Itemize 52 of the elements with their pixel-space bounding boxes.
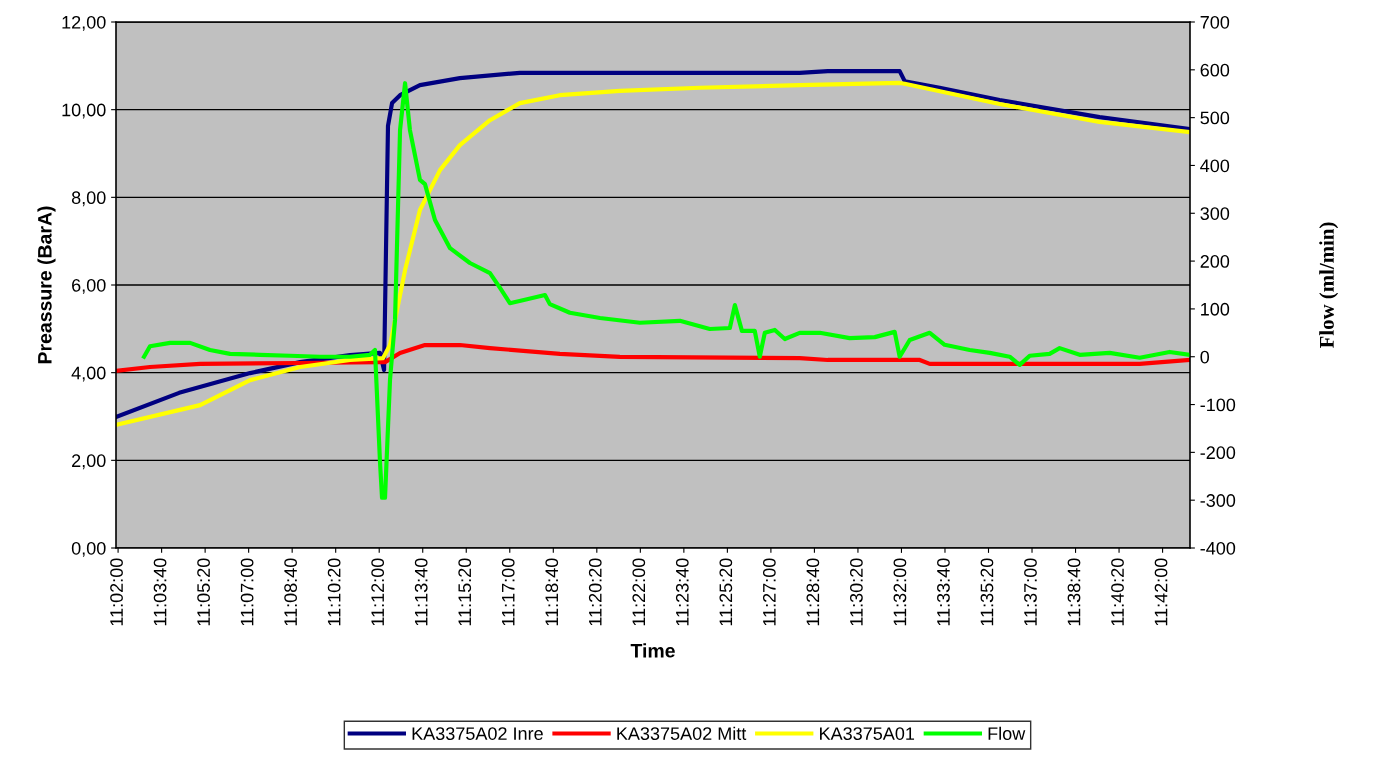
x-tick-label: 11:15:20 bbox=[458, 558, 472, 626]
y2-tick-label: 200 bbox=[1200, 255, 1230, 268]
y2-tick-label: -400 bbox=[1200, 541, 1236, 555]
y2-tick-label: 500 bbox=[1200, 111, 1230, 125]
x-tick-label: 11:30:20 bbox=[850, 558, 863, 626]
x-tick-label: 11:38:40 bbox=[1067, 558, 1081, 626]
x-tick-label: 11:27:00 bbox=[762, 558, 776, 626]
legend-label: KA3375A01 bbox=[820, 727, 915, 740]
y-tick-label: 10,00 bbox=[62, 103, 106, 119]
y2-tick-label: -100 bbox=[1200, 398, 1236, 412]
x-tick-label: 11:40:20 bbox=[1111, 558, 1124, 626]
x-tick-label: 11:13:40 bbox=[414, 558, 428, 626]
legend-label: Flow bbox=[988, 726, 1026, 740]
x-tick-label: 11:37:00 bbox=[1024, 558, 1037, 626]
x-tick-label: 11:22:00 bbox=[632, 558, 646, 626]
x-tick-label: 11:12:00 bbox=[371, 558, 385, 626]
x-tick-label: 11:33:40 bbox=[937, 558, 950, 626]
legend-label: KA3375A02 Inre bbox=[412, 727, 543, 740]
line-series bbox=[141, 81, 1190, 500]
y-tick-label: 12,00 bbox=[62, 15, 106, 31]
y2-tick-label: 600 bbox=[1200, 63, 1230, 77]
y2-tick-label: 0 bbox=[1200, 350, 1210, 364]
x-tick-label: 11:17:00 bbox=[501, 558, 515, 626]
x-tick-label: 11:42:00 bbox=[1154, 558, 1168, 626]
y2-tick-label: 700 bbox=[1200, 15, 1230, 29]
y2-tick-label: -300 bbox=[1200, 494, 1236, 507]
x-tick-label: 11:35:20 bbox=[980, 558, 994, 626]
x-tick-label: 11:32:00 bbox=[893, 558, 907, 626]
x-tick-label: 11:18:40 bbox=[545, 558, 559, 626]
y-tick-label: 8,00 bbox=[71, 191, 106, 207]
x-tick-label: 11:23:40 bbox=[675, 558, 689, 626]
y2-tick-label: 300 bbox=[1200, 207, 1230, 220]
x-tick-label: 11:08:40 bbox=[284, 558, 298, 626]
x-tick-label: 11:03:40 bbox=[153, 558, 167, 626]
y2-tick-label: 400 bbox=[1200, 159, 1230, 173]
y2-axis-title: Flow (ml/min) bbox=[1319, 222, 1339, 348]
x-tick-label: 11:02:00 bbox=[110, 558, 123, 626]
y-tick-label: 6,00 bbox=[72, 278, 106, 294]
x-tick-label: 11:25:20 bbox=[719, 558, 733, 626]
x-tick-label: 11:20:20 bbox=[588, 558, 602, 626]
x-tick-label: 11:10:20 bbox=[327, 558, 341, 626]
y-tick-label: 2,00 bbox=[72, 454, 106, 470]
y-tick-label: 4,00 bbox=[71, 366, 106, 382]
legend-label: KA3375A02 Mitt bbox=[617, 726, 747, 740]
y2-tick-label: 100 bbox=[1201, 302, 1230, 316]
x-tick-label: 11:28:40 bbox=[806, 558, 820, 626]
x-axis-title: Time bbox=[630, 643, 675, 658]
y-tick-label: 0,00 bbox=[71, 541, 106, 557]
y2-tick-label: -200 bbox=[1200, 446, 1236, 460]
x-tick-label: 11:07:00 bbox=[240, 558, 254, 626]
x-tick-label: 11:05:20 bbox=[197, 558, 210, 626]
y-axis-title: Preassure (BarA) bbox=[37, 206, 56, 364]
